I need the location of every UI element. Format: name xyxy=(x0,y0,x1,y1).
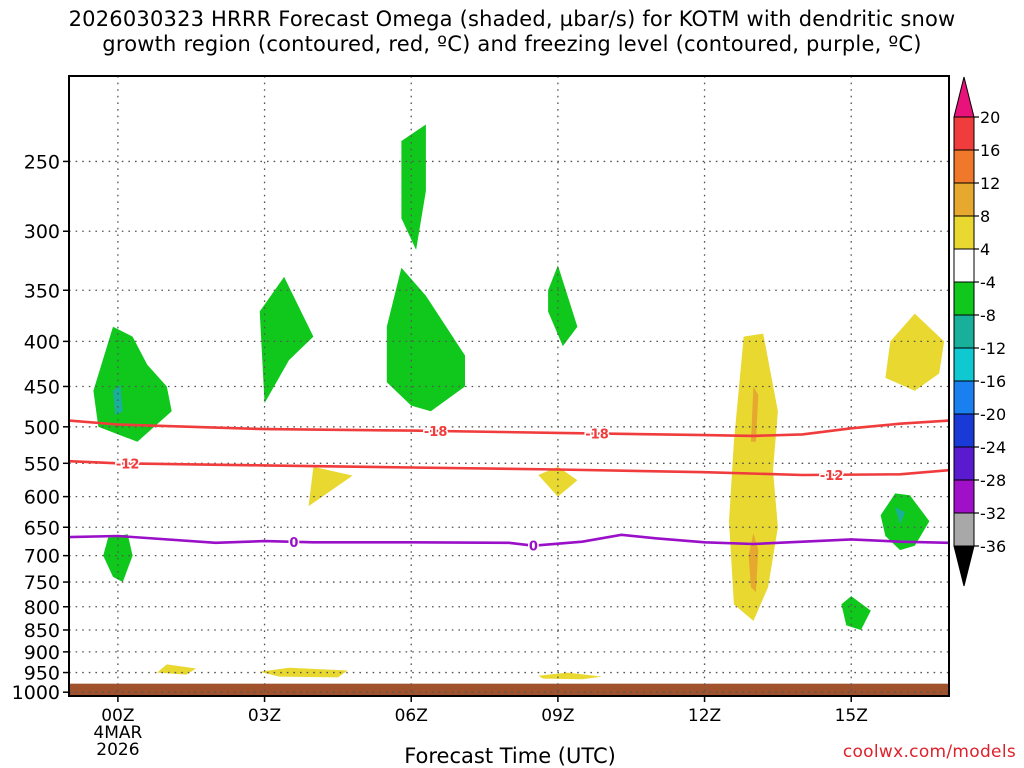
x-tick-label-03Z: 03Z xyxy=(248,706,281,726)
omega-region-8-13 xyxy=(538,466,578,497)
omega-region--8-8 xyxy=(895,507,905,525)
omega-region--4-3 xyxy=(259,276,314,404)
omega-region-4-14 xyxy=(709,276,852,642)
colorbar-label--8: -8 xyxy=(980,306,996,325)
omega-region-8-23 xyxy=(157,664,197,675)
colorbar-label--28: -28 xyxy=(980,471,1006,490)
y-tick-label-900: 900 xyxy=(24,642,60,664)
colorbar-swatch-20 xyxy=(953,116,975,151)
omega-region--4-5 xyxy=(386,267,465,412)
y-tick-label-400: 400 xyxy=(24,331,60,353)
colorbar-swatch--32 xyxy=(953,512,975,547)
contour-label--18-1: -18 xyxy=(585,427,609,442)
contour-label-0-1: 0 xyxy=(529,540,538,555)
contour-line--12 xyxy=(69,459,949,477)
colorbar-bottom-triangle xyxy=(953,545,975,587)
x-tick-label-15Z: 15Z xyxy=(835,706,868,726)
y-tick-label-750: 750 xyxy=(24,572,60,594)
colorbar-label--36: -36 xyxy=(980,537,1006,556)
colorbar-label--4: -4 xyxy=(980,273,996,292)
omega-region-12-17 xyxy=(748,533,759,593)
y-axis: 2503003504004505005506006507007508008509… xyxy=(12,151,69,704)
colorbar-swatch-16 xyxy=(953,149,975,184)
omega-region--4-0 xyxy=(93,326,172,442)
y-tick-label-250: 250 xyxy=(24,151,60,173)
x-tick-label-09Z: 09Z xyxy=(541,706,574,726)
omega-region-4-10 xyxy=(264,426,407,559)
colorbar-top-triangle xyxy=(953,76,975,118)
colorbar-swatch--4 xyxy=(953,281,975,316)
colorbar-swatch--28 xyxy=(953,479,975,514)
colorbar-label--24: -24 xyxy=(980,438,1006,457)
colorbar-label-20: 20 xyxy=(980,108,1000,127)
y-tick-label-300: 300 xyxy=(24,221,60,243)
y-tick-label-700: 700 xyxy=(24,546,60,568)
x-tick-sublabel-1: 2026 xyxy=(96,740,139,760)
y-tick-label-350: 350 xyxy=(24,280,60,302)
omega-region-4-18 xyxy=(851,226,949,435)
chart-title-line-1: 2026030323 HRRR Forecast Omega (shaded, … xyxy=(68,7,956,31)
colorbar-swatch-12 xyxy=(953,182,975,217)
y-tick-label-850: 850 xyxy=(24,620,60,642)
colorbar-swatch-4 xyxy=(953,248,975,283)
colorbar-legend: 20 16 12 8 4 -4 -8 -12 -16 -20 -24 -28 -32 -36 xyxy=(953,76,1006,587)
omega-region-4-26 xyxy=(479,664,857,683)
omega-region-8-25 xyxy=(259,667,348,678)
colorbar-label--12: -12 xyxy=(980,339,1006,358)
omega-region-8-27 xyxy=(538,672,602,680)
y-tick-label-950: 950 xyxy=(24,663,60,685)
contour-label--12-0: -12 xyxy=(116,457,140,472)
y-tick-label-500: 500 xyxy=(24,417,60,439)
plot-inner: -18 -18 -12 -12 0 0 xyxy=(69,76,949,696)
contour-label--12-1: -12 xyxy=(820,469,844,484)
colorbar-swatch--8 xyxy=(953,314,975,349)
source-credit: coolwx.com/models xyxy=(842,742,1016,762)
colorbar-label-12: 12 xyxy=(980,174,1000,193)
y-tick-label-600: 600 xyxy=(24,487,60,509)
ground-band xyxy=(69,683,949,696)
colorbar-label-16: 16 xyxy=(980,141,1000,160)
x-tick-label-00Z: 00Z xyxy=(101,706,134,726)
colorbar-swatch--12 xyxy=(953,347,975,382)
chart-title-line-2: growth region (contoured, red, ºC) and f… xyxy=(102,32,922,56)
omega-region--4-6 xyxy=(548,265,578,347)
contour-label--18-0: -18 xyxy=(424,425,448,440)
colorbar-swatch--24 xyxy=(953,446,975,481)
x-axis-label: Forecast Time (UTC) xyxy=(404,744,616,768)
omega-region-12-16 xyxy=(751,386,759,442)
contour-line--18 xyxy=(69,419,949,438)
y-tick-label-550: 550 xyxy=(24,453,60,475)
omega-region--4-4 xyxy=(401,124,426,250)
omega-region-4-24 xyxy=(220,654,456,683)
y-tick-label-450: 450 xyxy=(24,376,60,398)
contour-label-0-0: 0 xyxy=(289,536,298,551)
plot-area: -18 -18 -12 -12 0 0 xyxy=(68,75,950,697)
colorbar-label--16: -16 xyxy=(980,372,1006,391)
x-tick-label-06Z: 06Z xyxy=(395,706,428,726)
omega-region-8-19 xyxy=(885,313,945,391)
colorbar-label-8: 8 xyxy=(980,207,990,226)
omega-region-8-15 xyxy=(729,333,778,621)
colorbar-label--32: -32 xyxy=(980,504,1006,523)
y-tick-label-650: 650 xyxy=(24,517,60,539)
x-tick-sublabel-0: 4MAR xyxy=(93,723,142,743)
omega-region-4-21 xyxy=(93,606,182,639)
colorbar-swatch--16 xyxy=(953,380,975,415)
colorbar-label--20: -20 xyxy=(980,405,1006,424)
y-tick-label-1000: 1000 xyxy=(12,682,60,704)
colorbar-swatch-8 xyxy=(953,215,975,250)
contour-line-0 xyxy=(69,533,949,548)
y-tick-label-800: 800 xyxy=(24,597,60,619)
omega-region-8-11 xyxy=(308,466,353,507)
colorbar-swatch--20 xyxy=(953,413,975,448)
colorbar-label-4: 4 xyxy=(980,240,990,259)
x-tick-label-12Z: 12Z xyxy=(688,706,721,726)
omega-region--4-7 xyxy=(880,493,930,551)
omega-region-4-20 xyxy=(817,512,852,553)
omega-region--4-9 xyxy=(841,596,871,630)
